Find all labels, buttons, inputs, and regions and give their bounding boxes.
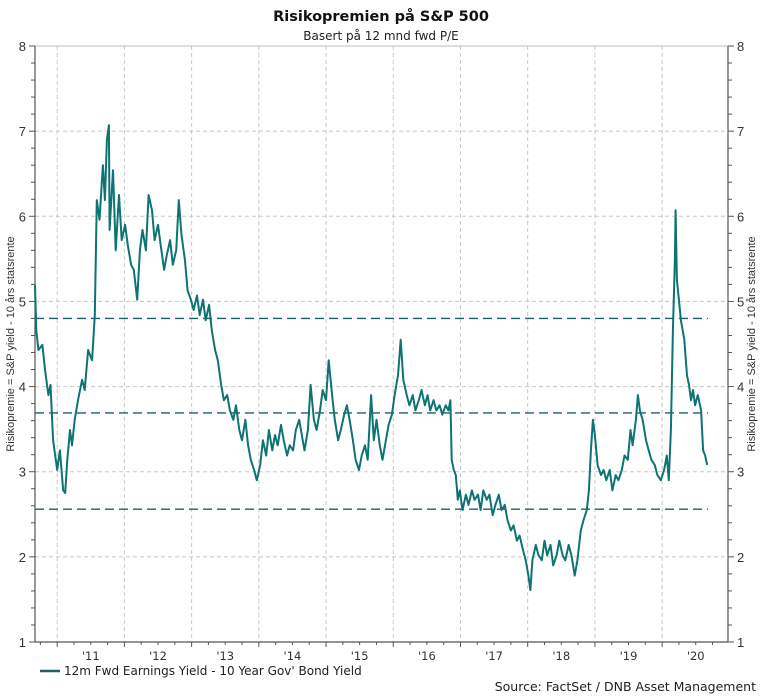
x-tick-label: '18 (552, 649, 570, 663)
source-note: Source: FactSet / DNB Asset Management (495, 679, 756, 694)
x-tick-label: '16 (418, 649, 436, 663)
y-axis-label-right: Risikopremie = S&P yield - 10 års statsr… (746, 236, 758, 451)
series-group (34, 124, 709, 592)
y-tick-label: 1 (19, 635, 26, 650)
chart-title: Risikopremien på S&P 500 (273, 8, 489, 25)
legend: 12m Fwd Earnings Yield - 10 Year Gov' Bo… (40, 664, 362, 678)
y-tick-label: 3 (19, 465, 26, 480)
y-tick-label: 7 (19, 124, 26, 139)
x-tick-label: '19 (620, 649, 638, 663)
y-axis-left: 1 2 3 4 5 6 7 8 (19, 39, 35, 650)
x-tick-label: '20 (687, 649, 705, 663)
y-tick-label: 8 (19, 39, 26, 54)
y-tick-label: 3 (737, 465, 744, 480)
axes (34, 46, 729, 643)
y-tick-label: 4 (19, 380, 26, 395)
x-tick-label: '14 (284, 649, 302, 663)
x-axis: '11 '12 '13 '14 '15 '16 '17 '18 '19 '20 (39, 642, 714, 663)
y-tick-label: 4 (737, 380, 744, 395)
y-tick-label: 5 (737, 294, 744, 309)
chart-subtitle: Basert på 12 mnd fwd P/E (303, 29, 458, 43)
x-tick-label: '12 (149, 649, 167, 663)
series-line (34, 124, 709, 592)
y-tick-label: 1 (737, 635, 744, 650)
y-tick-label: 8 (737, 39, 744, 54)
y-tick-label: 5 (19, 294, 26, 309)
grid (35, 45, 728, 642)
x-tick-label: '15 (351, 649, 369, 663)
y-tick-label: 6 (737, 209, 744, 224)
y-axis-label-left: Risikopremie = S&P yield - 10 års statsr… (5, 236, 17, 451)
y-axis-right: 1 2 3 4 5 6 7 8 (728, 39, 744, 650)
y-tick-label: 2 (737, 550, 744, 565)
x-tick-label: '13 (216, 649, 234, 663)
y-tick-label: 6 (19, 209, 26, 224)
y-tick-label: 2 (19, 550, 26, 565)
legend-label: 12m Fwd Earnings Yield - 10 Year Gov' Bo… (64, 664, 362, 678)
y-tick-label: 7 (737, 124, 744, 139)
x-tick-label: '11 (82, 649, 100, 663)
x-tick-label: '17 (485, 649, 503, 663)
